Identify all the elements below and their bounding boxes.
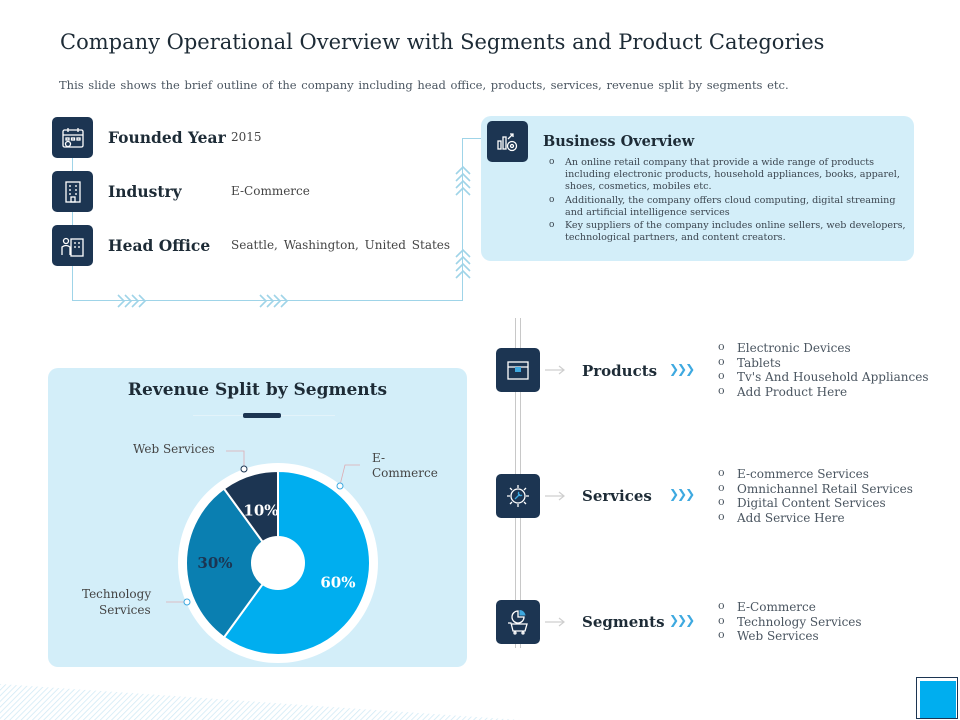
office-person-icon bbox=[60, 237, 84, 257]
founded-year-icon-box bbox=[52, 117, 93, 158]
founded-year-value: 2015 bbox=[231, 130, 262, 144]
segment-cart-icon bbox=[508, 609, 528, 635]
services-chevrons: ❯❯❯ bbox=[669, 487, 695, 501]
industry-label: Industry bbox=[108, 182, 182, 201]
list-item: E-commerce Services bbox=[718, 466, 913, 482]
segments-chevrons: ❯❯❯ bbox=[669, 613, 695, 627]
products-arrow bbox=[545, 365, 565, 375]
page-title: Company Operational Overview with Segmen… bbox=[60, 30, 825, 54]
head-office-label: Head Office bbox=[108, 236, 211, 255]
list-item: Add Product Here bbox=[718, 384, 928, 400]
list-item: Add Service Here bbox=[718, 510, 913, 526]
products-list: Electronic Devices Tablets Tv's And Hous… bbox=[718, 340, 928, 400]
footer-hatch-decoration bbox=[0, 684, 520, 720]
services-label: Services bbox=[582, 487, 652, 505]
list-item: Omnichannel Retail Services bbox=[718, 481, 913, 497]
products-icon-box bbox=[496, 348, 540, 392]
connector-horizontal-bottom bbox=[72, 300, 463, 301]
building-icon bbox=[64, 180, 81, 203]
revenue-pie-chart: 60% 30% 10% bbox=[178, 463, 378, 663]
business-overview-point: Key suppliers of the company includes on… bbox=[548, 219, 908, 244]
pie-label-e-commerce: 60% bbox=[320, 573, 355, 591]
business-overview-icon-box bbox=[487, 121, 528, 162]
pie-center-hole bbox=[251, 536, 305, 590]
segments-icon-box bbox=[496, 600, 540, 644]
list-item: Tv's And Household Appliances bbox=[718, 369, 928, 385]
pie-label-web-services: 10% bbox=[243, 502, 278, 520]
business-overview-title: Business Overview bbox=[543, 133, 695, 150]
products-chevrons: ❯❯❯ bbox=[669, 362, 695, 376]
gear-wrench-icon bbox=[507, 485, 529, 507]
business-overview-list: An online retail company that provide a … bbox=[548, 156, 908, 245]
segments-arrow bbox=[545, 617, 565, 627]
connector-up-arrows bbox=[455, 165, 471, 279]
corner-square-outline bbox=[916, 677, 958, 719]
pie-slice-technology-services bbox=[185, 487, 280, 639]
connector-horizontal-top bbox=[462, 138, 482, 139]
industry-icon-box bbox=[52, 171, 93, 212]
callout-web-services: Web Services bbox=[133, 442, 215, 456]
list-item: Web Services bbox=[718, 628, 862, 644]
services-icon-box bbox=[496, 474, 540, 518]
services-list: E-commerce Services Omnichannel Retail S… bbox=[718, 466, 913, 526]
head-office-value: Seattle, Washington, United States bbox=[231, 238, 451, 252]
pie-label-technology-services: 30% bbox=[197, 554, 232, 572]
connector-vertical-right bbox=[462, 138, 463, 301]
revenue-split-title: Revenue Split by Segments bbox=[127, 380, 388, 400]
list-item: Tablets bbox=[718, 355, 928, 371]
callout-ecommerce-line2: Commerce bbox=[372, 466, 438, 480]
list-item: E-Commerce bbox=[718, 599, 862, 615]
analytics-icon bbox=[496, 132, 517, 151]
callout-ecommerce-line1: E- bbox=[372, 451, 386, 465]
business-overview-point: Additionally, the company offers cloud c… bbox=[548, 194, 908, 219]
callout-tech-line2: Services bbox=[99, 603, 151, 617]
products-label: Products bbox=[582, 362, 658, 380]
business-overview-point: An online retail company that provide a … bbox=[548, 156, 908, 194]
page-subtitle: This slide shows the brief outline of th… bbox=[59, 78, 789, 92]
founded-year-label: Founded Year bbox=[108, 128, 226, 147]
list-item: Electronic Devices bbox=[718, 340, 928, 356]
list-item: Technology Services bbox=[718, 614, 862, 630]
connector-arrows bbox=[117, 294, 289, 308]
list-item: Digital Content Services bbox=[718, 495, 913, 511]
box-icon bbox=[507, 361, 529, 380]
corner-square-fill bbox=[920, 681, 956, 718]
segments-list: E-Commerce Technology Services Web Servi… bbox=[718, 599, 862, 644]
head-office-icon-box bbox=[52, 225, 93, 266]
calendar-icon bbox=[61, 127, 84, 148]
services-arrow bbox=[545, 491, 565, 501]
callout-tech-line1: Technology bbox=[82, 587, 152, 601]
revenue-title-bar bbox=[243, 413, 281, 418]
industry-value: E-Commerce bbox=[231, 184, 310, 198]
segments-label: Segments bbox=[582, 613, 665, 631]
